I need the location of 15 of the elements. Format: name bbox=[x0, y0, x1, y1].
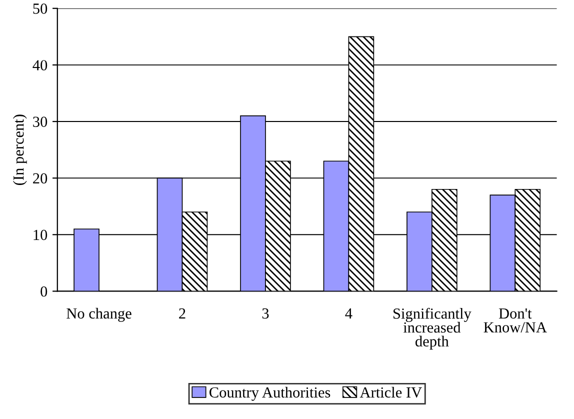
y-tick-label: 30 bbox=[33, 116, 48, 127]
y-tick-label: 20 bbox=[33, 173, 48, 184]
y-tick-label: 10 bbox=[34, 230, 48, 240]
legend-label: Country Authorities bbox=[210, 386, 330, 401]
legend-label: Article IV bbox=[360, 386, 422, 398]
y-axis-title: (In percent) bbox=[12, 114, 27, 185]
x-tick-label: 3 bbox=[262, 308, 269, 319]
x-tick-label: 2 bbox=[179, 308, 186, 318]
y-tick-label: 50 bbox=[33, 4, 48, 14]
x-tick-label: Don't Know/NA bbox=[484, 308, 547, 332]
x-tick-label: Significantly increased depth bbox=[393, 308, 472, 350]
x-tick-label: 4 bbox=[345, 308, 352, 318]
y-tick-label: 40 bbox=[32, 60, 48, 70]
y-tick-label: 0 bbox=[40, 286, 48, 297]
x-tick-label: No change bbox=[66, 308, 132, 322]
